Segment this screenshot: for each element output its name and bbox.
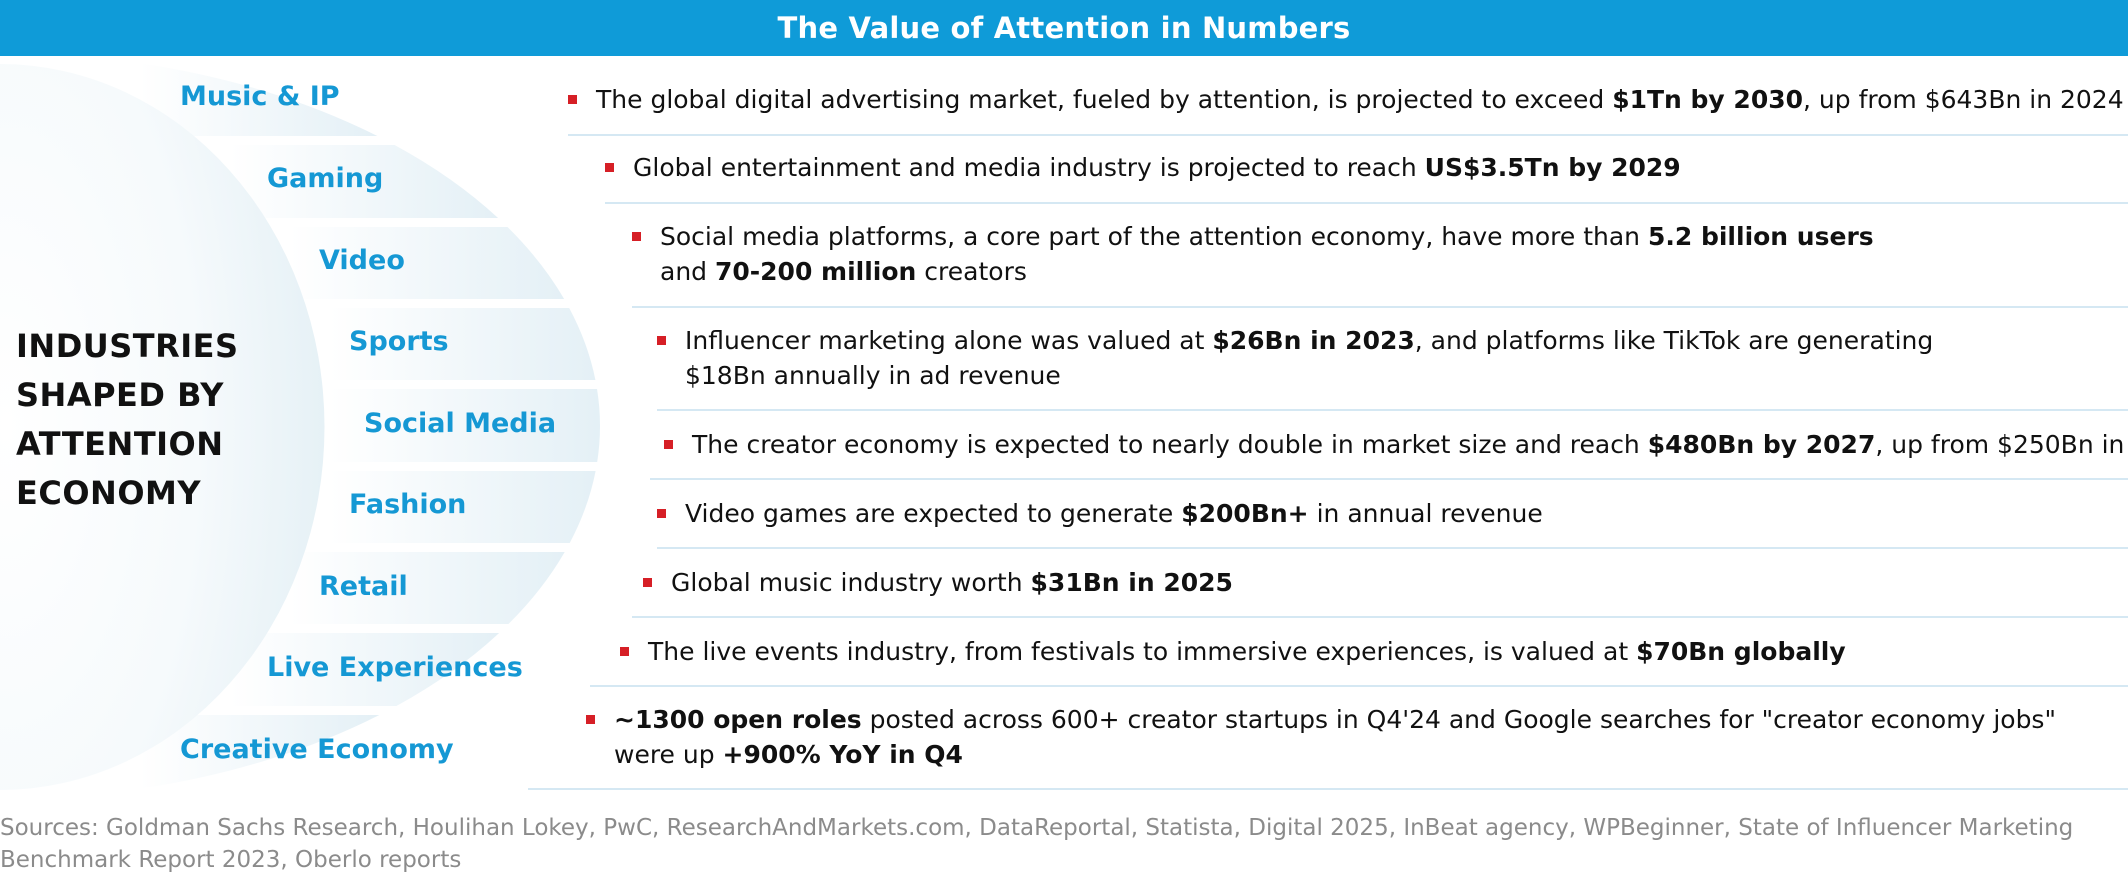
industry-band: [140, 64, 378, 136]
stat-text-line: The creator economy is expected to nearl…: [692, 427, 2128, 462]
section-title-line: SHAPED BY: [16, 376, 224, 414]
industry-label: Video: [319, 245, 405, 276]
industry-label: Fashion: [349, 489, 467, 520]
stat-text: The live events industry, from festivals…: [648, 634, 1846, 669]
industry-band: [230, 145, 499, 218]
stat-text-line: Social media platforms, a core part of t…: [660, 219, 1874, 254]
stat-text-segment: The creator economy is expected to nearl…: [692, 430, 1648, 459]
stat-text-segment: The live events industry, from festivals…: [648, 637, 1637, 666]
stat-text: Influencer marketing alone was valued at…: [685, 323, 1933, 393]
stat-text-segment: , up from $250Bn in 2024: [1875, 430, 2128, 459]
industry-band: [230, 633, 500, 706]
stat-text-segment: Global music industry worth: [671, 568, 1031, 597]
stat-text: Global music industry worth $31Bn in 202…: [671, 565, 1233, 600]
stat-text-line: The global digital advertising market, f…: [596, 82, 2124, 117]
stat-highlight: $70Bn globally: [1636, 637, 1846, 666]
section-title-line: ECONOMY: [16, 474, 202, 512]
stat-text-segment: , and platforms like TikTok are generati…: [1414, 326, 1934, 355]
row-divider: [568, 134, 2128, 136]
industry-label: Music & IP: [180, 81, 340, 112]
stat-text: The global digital advertising market, f…: [596, 82, 2124, 117]
stat-highlight: +900% YoY in Q4: [722, 740, 963, 769]
stat-text-segment: and: [660, 257, 715, 286]
attention-semicircle: [0, 64, 325, 790]
sources-note: Sources: Goldman Sachs Research, Houliha…: [0, 815, 2074, 873]
stat-text: Global entertainment and media industry …: [633, 150, 1681, 185]
stat-text-segment: Social media platforms, a core part of t…: [660, 222, 1648, 251]
stat-text-line: were up +900% YoY in Q4: [614, 737, 2056, 772]
stat-text-segment: , up from $643Bn in 2024: [1803, 85, 2124, 114]
stat-highlight: $480Bn by 2027: [1647, 430, 1876, 459]
bullet-square-icon: [657, 336, 666, 345]
stat-text-line: and 70-200 million creators: [660, 254, 1874, 289]
section-title: INDUSTRIES SHAPED BY ATTENTION ECONOMY: [16, 322, 276, 518]
row-divider: [528, 788, 2128, 790]
row-divider: [657, 547, 2128, 549]
stat-text-line: $18Bn annually in ad revenue: [685, 358, 1933, 393]
industry-label: Live Experiences: [267, 652, 523, 683]
industry-band: [290, 552, 565, 624]
stat-text-segment: creators: [916, 257, 1027, 286]
industry-label: Sports: [349, 326, 449, 357]
industry-label: Retail: [319, 571, 408, 602]
stat-text-segment: Video games are expected to generate: [685, 499, 1182, 528]
bullet-square-icon: [643, 578, 652, 587]
industry-band: [330, 308, 596, 380]
row-divider: [605, 202, 2128, 204]
industry-label: Gaming: [267, 163, 384, 194]
row-divider: [657, 409, 2128, 411]
stat-highlight: $1Tn by 2030: [1612, 85, 1804, 114]
stat-highlight: US$3.5Tn by 2029: [1424, 153, 1681, 182]
stat-text: ~1300 open roles posted across 600+ crea…: [614, 702, 2056, 772]
stat-text-line: Video games are expected to generate $20…: [685, 496, 1543, 531]
bullet-square-icon: [568, 95, 577, 104]
page-title: The Value of Attention in Numbers: [777, 11, 1351, 45]
row-divider: [632, 616, 2128, 618]
industry-bands: [140, 64, 600, 788]
section-title-line: INDUSTRIES: [16, 327, 239, 365]
stat-highlight: 5.2 billion users: [1647, 222, 1874, 251]
industry-band: [330, 389, 600, 462]
bullet-square-icon: [632, 232, 641, 241]
industry-band: [290, 227, 565, 299]
bullet-square-icon: [657, 509, 666, 518]
stat-text-segment: in annual revenue: [1308, 499, 1543, 528]
stat-text-line: The live events industry, from festivals…: [648, 634, 1846, 669]
bullet-square-icon: [620, 647, 629, 656]
stat-text-line: Global music industry worth $31Bn in 202…: [671, 565, 1233, 600]
stat-text-segment: Global entertainment and media industry …: [633, 153, 1425, 182]
page-header: The Value of Attention in Numbers: [0, 0, 2128, 56]
stat-text-line: Influencer marketing alone was valued at…: [685, 323, 1933, 358]
stat-highlight: $200Bn+: [1181, 499, 1309, 528]
section-title-line: ATTENTION: [16, 425, 224, 463]
row-divider: [590, 685, 2128, 687]
row-divider: [650, 478, 2128, 480]
bullet-square-icon: [586, 715, 595, 724]
industry-band: [330, 471, 596, 543]
stat-highlight: $31Bn in 2025: [1030, 568, 1233, 597]
stat-text-segment: Influencer marketing alone was valued at: [685, 326, 1213, 355]
row-divider: [632, 306, 2128, 308]
attention-arc-graphic: [0, 64, 600, 790]
stat-text-segment: $18Bn annually in ad revenue: [685, 361, 1061, 390]
stat-text-segment: posted across 600+ creator startups in Q…: [861, 705, 2056, 734]
stat-highlight: ~1300 open roles: [614, 705, 862, 734]
bullet-square-icon: [605, 163, 614, 172]
stat-text: Social media platforms, a core part of t…: [660, 219, 1874, 289]
stat-text-line: ~1300 open roles posted across 600+ crea…: [614, 702, 2056, 737]
stat-highlight: $26Bn in 2023: [1212, 326, 1415, 355]
stat-text: The creator economy is expected to nearl…: [692, 427, 2128, 462]
stat-text-segment: were up: [614, 740, 723, 769]
industry-band: [140, 715, 380, 788]
stat-text-segment: The global digital advertising market, f…: [596, 85, 1613, 114]
stat-text: Video games are expected to generate $20…: [685, 496, 1543, 531]
stat-highlight: 70-200 million: [714, 257, 917, 286]
industry-label: Creative Economy: [180, 734, 454, 765]
industry-label: Social Media: [364, 408, 557, 439]
stat-text-line: Global entertainment and media industry …: [633, 150, 1681, 185]
bullet-square-icon: [664, 440, 673, 449]
